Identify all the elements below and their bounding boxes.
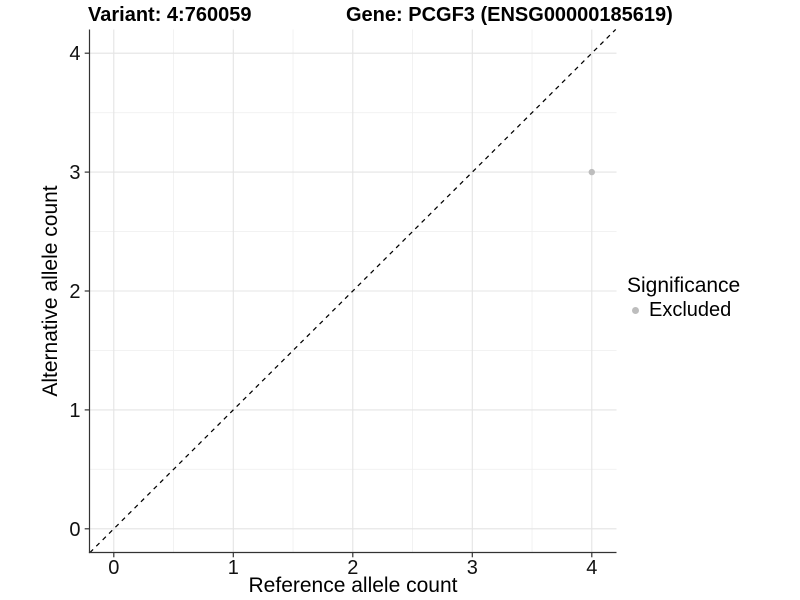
- legend-title: Significance: [627, 274, 741, 297]
- data-point: [588, 168, 595, 176]
- y-tick-label: 2: [69, 281, 80, 303]
- y-tick-label: 0: [69, 519, 80, 541]
- legend-entry-label: Excluded: [649, 299, 732, 321]
- identity-dashed-line: [89, 28, 617, 554]
- x-tick-label: 4: [586, 557, 597, 579]
- x-tick-label: 1: [228, 557, 239, 579]
- y-tick-label: 1: [69, 400, 80, 422]
- y-tick-label: 3: [69, 162, 80, 184]
- legend-entry-excluded: Excluded: [627, 299, 740, 321]
- x-tick-label: 0: [108, 557, 119, 579]
- x-tick-label: 3: [467, 557, 478, 579]
- x-tick-label: 2: [347, 557, 358, 579]
- y-tick-label: 4: [69, 43, 80, 65]
- plot-title-gene: Gene: PCGF3 (ENSG00000185619): [346, 4, 673, 26]
- legend-point-icon: [632, 306, 639, 314]
- plot-title-variant: Variant: 4:760059: [88, 4, 252, 26]
- x-axis-title: Reference allele count: [248, 574, 458, 597]
- y-axis-title: Alternative allele count: [39, 185, 62, 397]
- legend: Significance Excluded: [627, 274, 740, 321]
